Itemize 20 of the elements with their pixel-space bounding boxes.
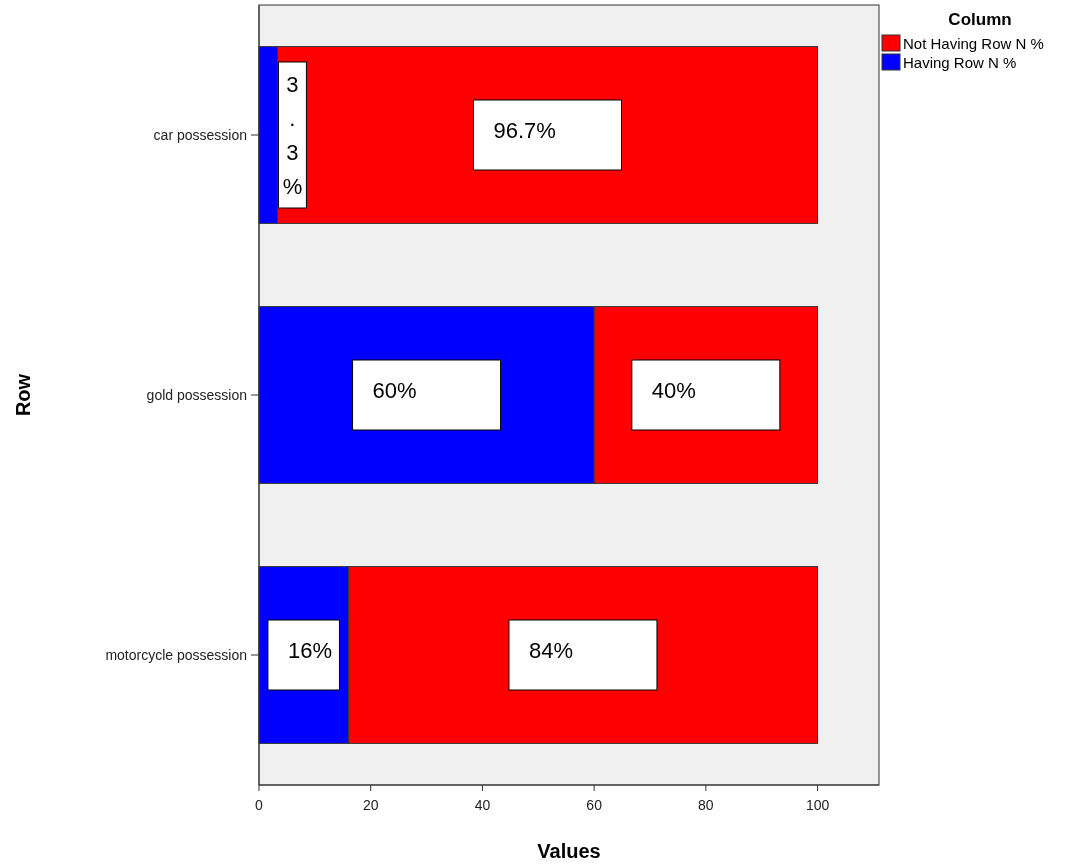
y-axis-title: Row — [12, 373, 34, 417]
x-tick-label: 100 — [805, 797, 830, 813]
legend-label: Having Row N % — [903, 54, 1017, 71]
data-label: 84% — [528, 638, 574, 663]
data-label: 60% — [372, 378, 417, 403]
legend-label: Not Having Row N % — [903, 35, 1044, 52]
data-label: 96.7% — [493, 118, 556, 143]
x-tick-label: 60 — [586, 797, 603, 813]
y-tick-label: motorcycle possession — [105, 647, 247, 663]
data-label: 40% — [651, 378, 696, 403]
x-tick-label: 20 — [362, 797, 379, 813]
data-label: 3.3% — [282, 72, 303, 199]
x-tick-label: 80 — [698, 797, 714, 813]
x-tick-label: 40 — [474, 797, 491, 813]
y-tick-label: gold possession — [146, 387, 247, 403]
y-tick-label: car possession — [153, 127, 247, 143]
data-label: 16% — [287, 638, 332, 663]
x-tick-label: 0 — [255, 797, 264, 813]
x-axis-title: Values — [537, 840, 601, 862]
legend-title: Column — [948, 10, 1012, 29]
